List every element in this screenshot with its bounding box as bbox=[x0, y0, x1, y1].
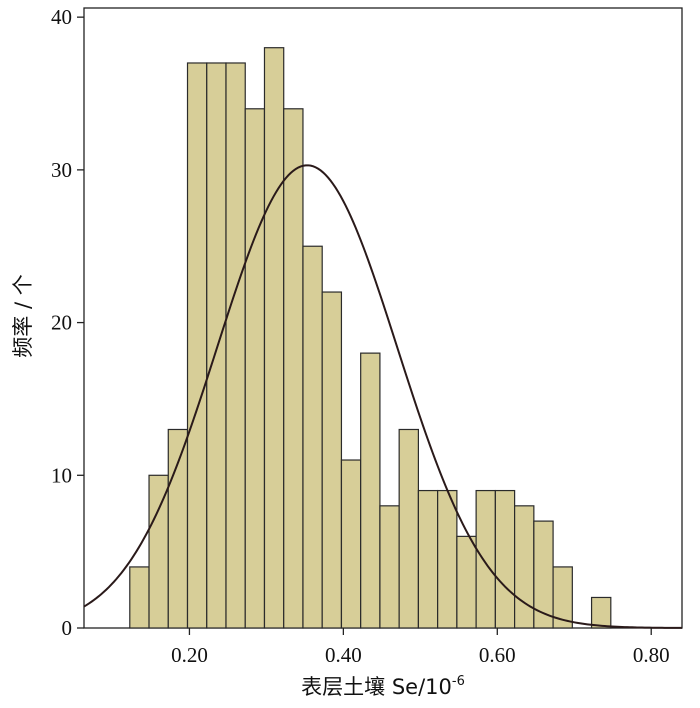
histogram-bar bbox=[456, 535, 477, 629]
histogram-bar bbox=[225, 62, 246, 629]
histogram-bar bbox=[263, 47, 285, 629]
histogram-bar bbox=[186, 62, 208, 629]
x-axis-ticks: 0.20 0.40 0.60 0.80 bbox=[171, 628, 670, 667]
histogram-bar bbox=[379, 505, 400, 629]
histogram-bar bbox=[514, 505, 535, 629]
histogram-bar bbox=[398, 428, 420, 629]
histogram-bar bbox=[340, 459, 362, 629]
y-tick-label: 40 bbox=[51, 5, 72, 29]
x-tick-label: 0.40 bbox=[325, 643, 362, 667]
histogram-bar bbox=[533, 520, 554, 629]
histogram-bar bbox=[321, 291, 343, 629]
y-tick-label: 10 bbox=[51, 463, 72, 487]
y-tick-label: 30 bbox=[51, 158, 72, 182]
x-tick-label: 0.60 bbox=[479, 643, 516, 667]
histogram-bar bbox=[437, 489, 458, 629]
y-tick-label: 0 bbox=[62, 616, 73, 640]
histogram-bar bbox=[129, 566, 150, 629]
histogram-bar bbox=[283, 108, 304, 629]
histogram-bar bbox=[417, 489, 439, 629]
histogram-bar bbox=[475, 489, 496, 629]
histogram-bar bbox=[167, 428, 189, 629]
y-tick-label: 20 bbox=[51, 311, 72, 335]
bars-group bbox=[129, 47, 612, 629]
histogram-bar bbox=[148, 474, 169, 629]
histogram-bar bbox=[360, 352, 381, 629]
x-tick-label: 0.80 bbox=[633, 643, 670, 667]
histogram-bar bbox=[552, 566, 573, 629]
x-tick-label: 0.20 bbox=[171, 643, 208, 667]
histogram-bar bbox=[302, 245, 323, 629]
histogram-bar bbox=[494, 489, 516, 629]
histogram-bar bbox=[590, 596, 612, 629]
x-axis-title: 表层土壤 Se/10-6 bbox=[301, 674, 465, 699]
normal-curve bbox=[83, 164, 683, 629]
y-axis-ticks: 0 10 20 30 40 bbox=[51, 5, 84, 640]
histogram-bar bbox=[206, 62, 227, 629]
histogram-bar bbox=[244, 108, 266, 629]
y-axis-title: 频率 / 个 bbox=[11, 274, 35, 357]
